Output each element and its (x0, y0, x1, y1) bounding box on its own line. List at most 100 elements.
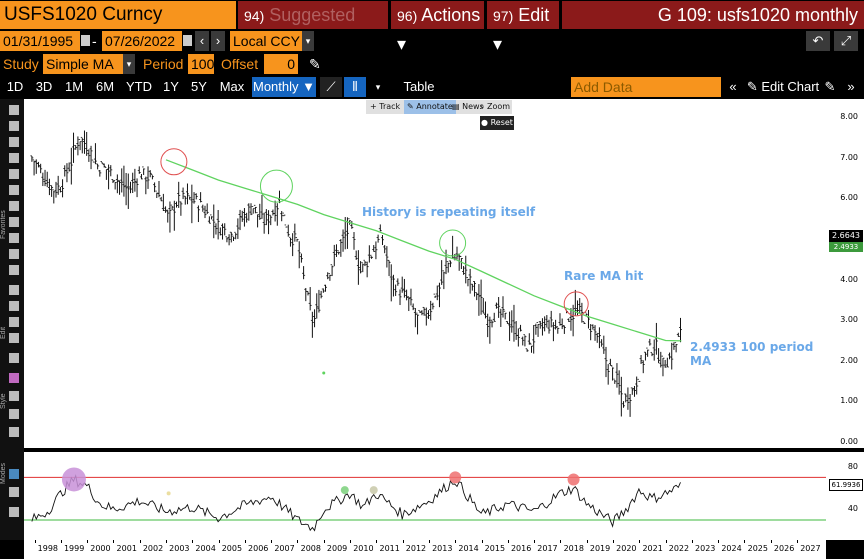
price-chart-panel[interactable]: + Track ✎ Annotate ▤ News ⌕ Zoom ● Reset… (24, 99, 826, 448)
crosshair-icon[interactable] (9, 487, 19, 497)
arrow-tool-icon[interactable] (9, 217, 19, 227)
color-swatch-icon[interactable] (9, 373, 19, 383)
measure-tool-icon[interactable] (9, 201, 19, 211)
text-tool-icon[interactable] (9, 169, 19, 179)
last-price-tag: 2.6643 (829, 230, 863, 242)
style-brush-icon[interactable] (9, 427, 19, 437)
x-tick-mark (297, 540, 299, 543)
collapse-icon[interactable]: « (729, 79, 737, 94)
time-axis[interactable]: 1998 1999 2000 2001 2002 2003 2004 2005 2006 2007… (24, 540, 826, 559)
x-tick-label: 2018 (563, 544, 584, 553)
timeframe-ytd[interactable]: YTD (126, 79, 152, 94)
y-tick-label: 4.00 (840, 274, 858, 284)
shape-tool-icon[interactable] (9, 185, 19, 195)
edit-button[interactable]: 97) Edit ▾ (487, 1, 559, 54)
x-tick-mark (139, 540, 141, 543)
thickness-icon[interactable] (9, 409, 19, 419)
ma-annotation[interactable]: 2.4933 100 period MA (690, 340, 814, 368)
oscillator-panel[interactable] (24, 452, 826, 540)
actions-num: 96) (397, 8, 418, 24)
x-tick-mark (455, 540, 457, 543)
x-tick-label: 1999 (63, 544, 85, 553)
pencil-icon[interactable]: ✎ (309, 56, 321, 72)
move-icon[interactable] (9, 285, 19, 295)
oscillator-axis[interactable]: 806040 (826, 452, 864, 540)
calendar-icon[interactable] (81, 35, 90, 46)
x-tick-mark (691, 540, 693, 543)
price-axis[interactable]: 8.007.006.005.004.003.002.001.000.00 (826, 99, 864, 448)
prev-arrow-icon[interactable]: ‹ (195, 31, 209, 51)
x-tick-label: 2015 (484, 544, 506, 553)
magnet-icon[interactable] (9, 265, 19, 275)
start-date-input[interactable]: 01/31/1995 (0, 31, 80, 51)
next-arrow-icon[interactable]: › (211, 31, 225, 51)
line-style-icon[interactable] (9, 391, 19, 401)
x-tick-label: 2014 (458, 544, 479, 553)
period-input[interactable]: 100 (188, 54, 214, 74)
x-tick-mark (165, 540, 167, 543)
x-tick-label: 2026 (773, 544, 795, 553)
timeframe-6m[interactable]: 6M (95, 79, 115, 94)
ruler-tool-icon[interactable] (9, 249, 19, 259)
settings-icon[interactable] (9, 507, 19, 517)
x-tick-label: 2019 (589, 544, 611, 553)
timeframe-1y[interactable]: 1Y (163, 79, 179, 94)
lock-icon[interactable] (9, 317, 19, 327)
zoom-button[interactable]: ⌕ Zoom (480, 102, 511, 111)
x-tick-label: 2007 (274, 544, 295, 553)
timeframe-max[interactable]: Max (219, 79, 245, 94)
end-date-input[interactable]: 07/26/2022 (102, 31, 182, 51)
timeframe-1m[interactable]: 1M (64, 79, 84, 94)
x-tick-mark (665, 540, 667, 543)
reset-button[interactable]: ● Reset (480, 116, 514, 130)
fib-tool-icon[interactable] (9, 153, 19, 163)
bar-chart-icon[interactable]: ⫴ (344, 77, 366, 97)
news-button[interactable]: ▤ News (452, 102, 484, 111)
oscillator-highlight (567, 473, 580, 486)
study-select[interactable]: Simple MA (43, 54, 123, 74)
add-data-input[interactable]: Add Data (571, 77, 721, 97)
timeframe-3d[interactable]: 3D (35, 79, 53, 94)
periodicity-select[interactable]: Monthly ▼ (252, 77, 316, 97)
x-tick-label: 2020 (616, 544, 637, 553)
chevron-down-icon[interactable]: ▾ (375, 82, 381, 92)
actions-button[interactable]: 96) Actions ▾ (391, 1, 484, 54)
annotate-button[interactable]: ✎ Annotate (404, 100, 456, 114)
calendar-icon[interactable] (183, 35, 192, 46)
channel-tool-icon[interactable] (9, 137, 19, 147)
edit-chart-button[interactable]: ✎ Edit Chart (746, 79, 820, 94)
timeframe-1d[interactable]: 1D (6, 79, 24, 94)
price-chart-svg (30, 130, 683, 417)
suggested-charts-button[interactable]: 94) Suggested Charts (238, 1, 388, 54)
currency-select[interactable]: Local CCY (230, 31, 302, 51)
undo-icon[interactable]: ↶ (806, 31, 830, 51)
cursor-icon[interactable] (9, 105, 19, 115)
rare-ma-annotation[interactable]: Rare MA hit (564, 269, 644, 283)
pen-icon[interactable] (9, 353, 19, 363)
x-tick-label: 2024 (721, 544, 742, 553)
mode-icon[interactable] (9, 469, 19, 479)
line-tool-icon[interactable] (9, 121, 19, 131)
brush-tool-icon[interactable] (9, 233, 19, 243)
highlight-circle (563, 291, 589, 317)
delete-icon[interactable] (9, 333, 19, 343)
study-label: Study (3, 56, 39, 72)
offset-input[interactable]: 0 (264, 54, 298, 74)
x-tick-label: 2023 (695, 544, 716, 553)
copy-icon[interactable] (9, 301, 19, 311)
table-button[interactable]: Table (403, 79, 435, 94)
line-chart-icon[interactable]: ⟋ (320, 77, 342, 97)
more-icon[interactable]: » (847, 79, 855, 94)
ticker-field[interactable]: USFS1020 Curncy (0, 1, 236, 29)
x-tick-label: 2001 (116, 544, 137, 553)
chevron-down-icon[interactable]: ▾ (123, 54, 135, 74)
timeframe-5y[interactable]: 5Y (191, 79, 207, 94)
x-tick-mark (60, 540, 62, 543)
track-button[interactable]: + Track (370, 102, 401, 111)
chevron-down-icon[interactable]: ▾ (302, 31, 314, 51)
x-tick-label: 2025 (747, 544, 768, 553)
edit-icon[interactable]: ✎ (824, 79, 836, 94)
history-annotation[interactable]: History is repeating itself (362, 205, 536, 219)
expand-icon[interactable]: ⤢ (834, 31, 858, 51)
highlight-circle (160, 148, 188, 176)
